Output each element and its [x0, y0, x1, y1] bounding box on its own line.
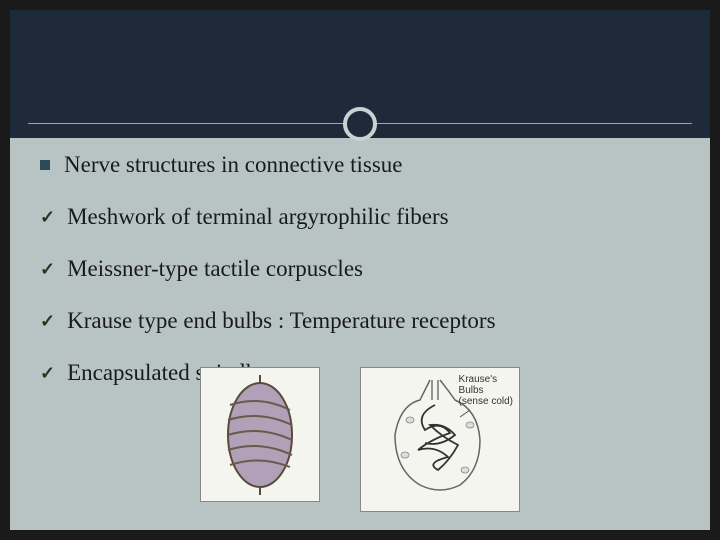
item-text: Nerve structures in connective tissue: [64, 150, 403, 180]
label-line: Krause's: [459, 374, 513, 385]
meissner-svg: [210, 375, 310, 495]
list-item: ✓ Meshwork of terminal argyrophilic fibe…: [40, 202, 680, 232]
item-text: Meissner-type tactile corpuscles: [67, 254, 363, 284]
check-bullet-icon: ✓: [40, 362, 55, 385]
krause-illustration: Krause's Bulbs (sense cold): [360, 367, 520, 512]
item-text: Meshwork of terminal argyrophilic fibers: [67, 202, 449, 232]
circle-ornament: [343, 107, 377, 141]
item-text: Krause type end bulbs : Temperature rece…: [67, 306, 495, 336]
check-bullet-icon: ✓: [40, 310, 55, 333]
square-bullet-icon: [40, 160, 50, 170]
krause-label: Krause's Bulbs (sense cold): [459, 374, 513, 407]
slide-container: Nerve structures in connective tissue ✓ …: [10, 10, 710, 530]
label-line: (sense cold): [459, 396, 513, 407]
list-item: Nerve structures in connective tissue: [40, 150, 680, 180]
illustrations-row: Krause's Bulbs (sense cold): [200, 367, 520, 512]
meissner-illustration: [200, 367, 320, 502]
check-bullet-icon: ✓: [40, 258, 55, 281]
check-bullet-icon: ✓: [40, 206, 55, 229]
list-item: ✓ Meissner-type tactile corpuscles: [40, 254, 680, 284]
label-line: Bulbs: [459, 385, 513, 396]
list-item: ✓ Krause type end bulbs : Temperature re…: [40, 306, 680, 336]
